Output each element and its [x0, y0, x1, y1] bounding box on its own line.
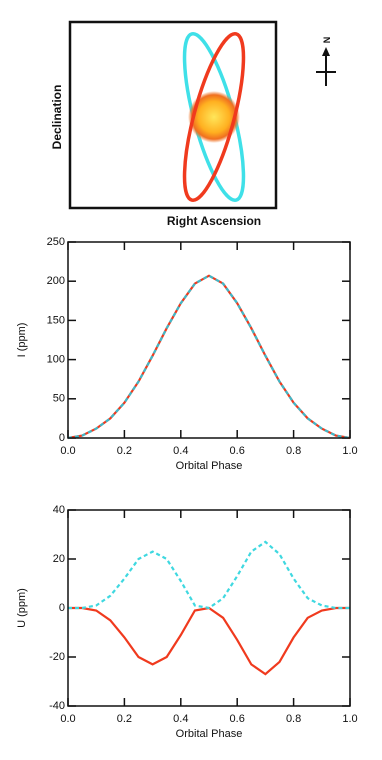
star — [188, 91, 240, 143]
series-line — [67, 274, 351, 440]
y-tick-label: 0 — [59, 432, 65, 444]
series-line — [67, 274, 351, 440]
x-tick-label: 0.8 — [286, 445, 301, 457]
y-tick-label: 20 — [53, 553, 65, 565]
y-tick-label: 40 — [53, 504, 65, 516]
x-tick-label: 1.0 — [342, 713, 357, 725]
plot-frame — [67, 241, 351, 439]
y-axis-label: U (ppm) — [16, 588, 28, 628]
y-tick-label: -40 — [49, 700, 65, 712]
y-tick-label: 200 — [47, 275, 65, 287]
x-tick-label: 0.4 — [173, 713, 188, 725]
north-label: N — [322, 37, 332, 44]
plot-frame — [67, 509, 351, 707]
y-tick-label: 100 — [47, 354, 65, 366]
x-tick-label: 0.2 — [117, 713, 132, 725]
y-tick-label: 150 — [47, 314, 65, 326]
series-line — [68, 540, 350, 610]
x-tick-label: 0.0 — [60, 445, 75, 457]
x-tick-label: 0.6 — [230, 445, 245, 457]
orbit-red — [182, 32, 246, 202]
x-tick-label: 0.8 — [286, 713, 301, 725]
x-axis-label: Right Ascension — [167, 214, 261, 228]
y-axis-label: Declination — [50, 85, 64, 150]
y-tick-label: -20 — [49, 651, 65, 663]
x-axis-label: Orbital Phase — [176, 728, 243, 740]
x-tick-label: 0.6 — [230, 713, 245, 725]
series-line — [68, 606, 350, 676]
x-axis-label: Orbital Phase — [176, 460, 243, 472]
y-tick-label: 50 — [53, 393, 65, 405]
x-tick-label: 1.0 — [342, 445, 357, 457]
y-tick-label: 250 — [47, 236, 65, 248]
y-axis-label: I (ppm) — [16, 323, 28, 358]
orbit-frame — [68, 20, 278, 210]
x-tick-label: 0.4 — [173, 445, 188, 457]
x-tick-label: 0.2 — [117, 445, 132, 457]
y-tick-label: 0 — [59, 602, 65, 614]
north-arrow: N — [316, 37, 336, 86]
x-tick-label: 0.0 — [60, 713, 75, 725]
